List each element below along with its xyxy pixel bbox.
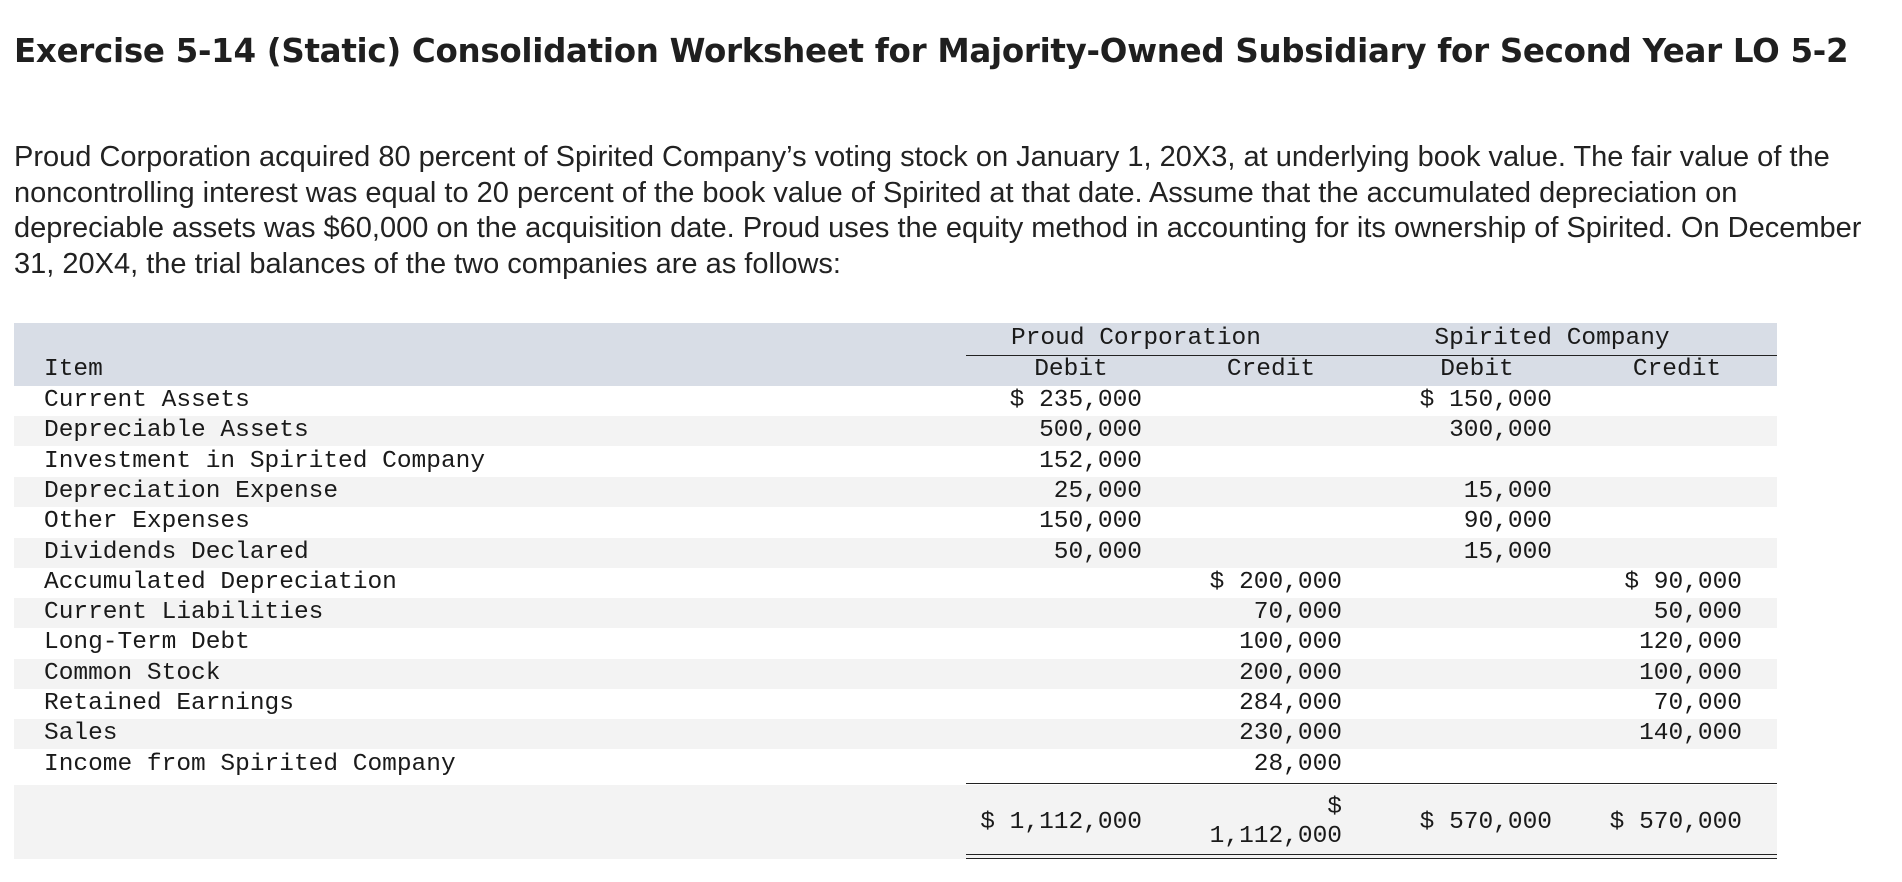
table-row: Common Stock 200,000 100,000	[14, 658, 1777, 689]
spirited-debit-cell: 15,000	[1463, 477, 1552, 505]
spirited-debit-cell: 90,000	[1463, 508, 1552, 536]
proud-debit-header: Debit	[1034, 356, 1108, 383]
row-item-label: Dividends Declared	[44, 538, 309, 566]
spirited-credit-header: Credit	[1632, 356, 1722, 383]
proud-debit-cell: 25,000	[1053, 477, 1142, 505]
spirited-debit-cell: $ 150,000	[1419, 387, 1552, 414]
spirited-company-header: Spirited Company	[1434, 325, 1670, 352]
table-row: Depreciable Assets 500,000 300,000	[14, 416, 1777, 447]
row-item-label: Current Liabilities	[44, 599, 324, 627]
header-group-rule	[966, 355, 1777, 356]
spirited-debit-cell: 15,000	[1463, 538, 1552, 566]
table-row: Depreciation Expense 25,000 15,000	[14, 476, 1777, 507]
table-row: Accumulated Depreciation $ 200,000 $ 90,00…	[14, 568, 1777, 598]
proud-credit-cell: 284,000	[1239, 690, 1342, 717]
total-proud-debit: $ 1,112,000	[980, 809, 1142, 836]
proud-credit-cell: 70,000	[1253, 599, 1342, 627]
table-row: Current Liabilities 70,000 50,000	[14, 598, 1777, 629]
table-row: Dividends Declared 50,000 15,000	[14, 537, 1777, 568]
spirited-debit-header: Debit	[1440, 356, 1514, 383]
spirited-credit-cell: 50,000	[1653, 599, 1742, 627]
row-item-label: Depreciation Expense	[44, 477, 339, 505]
total-double-rule-2	[966, 858, 1777, 859]
table-row: Income from Spirited Company 28,000	[14, 750, 1777, 780]
proud-corporation-header: Proud Corporation	[1011, 325, 1261, 352]
row-item-label: Current Assets	[44, 387, 250, 414]
spirited-credit-cell: 140,000	[1639, 720, 1742, 748]
row-item-label: Investment in Spirited Company	[44, 447, 486, 475]
row-item-label: Sales	[44, 720, 118, 748]
table-row: Investment in Spirited Company 152,000	[14, 447, 1777, 477]
spirited-credit-cell: 100,000	[1639, 659, 1742, 687]
total-double-rule-1	[966, 854, 1777, 855]
proud-credit-cell: $ 200,000	[1209, 568, 1342, 596]
table-row: Long-Term Debt 100,000 120,000	[14, 628, 1777, 658]
spirited-credit-cell: $ 90,000	[1624, 568, 1742, 596]
table-row: Sales 230,000 140,000	[14, 719, 1777, 750]
table-row: Retained Earnings 284,000 70,000	[14, 689, 1777, 719]
trial-balance-table: Proud Corporation Spirited Company Item …	[14, 323, 1777, 859]
proud-credit-cell: 100,000	[1239, 629, 1342, 657]
total-proud-credit: 1,112,000	[1209, 823, 1342, 850]
problem-description: Proud Corporation acquired 80 percent of…	[14, 141, 1862, 280]
total-proud-credit-symbol: $	[1327, 794, 1342, 821]
exercise-title: Exercise 5-14 (Static) Consolidation Wor…	[14, 32, 1849, 70]
item-column-header: Item	[44, 356, 103, 383]
total-spirited-debit: $ 570,000	[1419, 809, 1552, 836]
proud-debit-cell: 150,000	[1039, 508, 1142, 536]
spirited-credit-cell: 120,000	[1639, 629, 1742, 657]
proud-debit-cell: $ 235,000	[1009, 387, 1142, 414]
row-item-label: Long-Term Debt	[44, 629, 250, 657]
row-item-label: Common Stock	[44, 659, 221, 687]
spirited-debit-cell: 300,000	[1449, 417, 1552, 445]
row-item-label: Other Expenses	[44, 508, 250, 536]
row-item-label: Income from Spirited Company	[44, 750, 456, 778]
proud-credit-cell: 230,000	[1239, 720, 1342, 748]
table-header	[14, 323, 1777, 386]
proud-credit-cell: 200,000	[1239, 659, 1342, 687]
proud-debit-cell: 500,000	[1039, 417, 1142, 445]
table-row: Other Expenses 150,000 90,000	[14, 507, 1777, 537]
row-item-label: Depreciable Assets	[44, 417, 309, 445]
table-row: Current Assets $ 235,000 $ 150,000	[14, 386, 1777, 416]
proud-debit-cell: 50,000	[1053, 538, 1142, 566]
totals-row	[14, 785, 1777, 859]
proud-debit-cell: 152,000	[1039, 447, 1142, 475]
spirited-credit-cell: 70,000	[1653, 690, 1742, 717]
row-item-label: Retained Earnings	[44, 690, 294, 717]
total-top-rule	[966, 783, 1777, 784]
row-item-label: Accumulated Depreciation	[44, 568, 397, 596]
total-spirited-credit: $ 570,000	[1609, 809, 1742, 836]
proud-credit-cell: 28,000	[1253, 750, 1342, 778]
proud-credit-header: Credit	[1226, 356, 1316, 383]
